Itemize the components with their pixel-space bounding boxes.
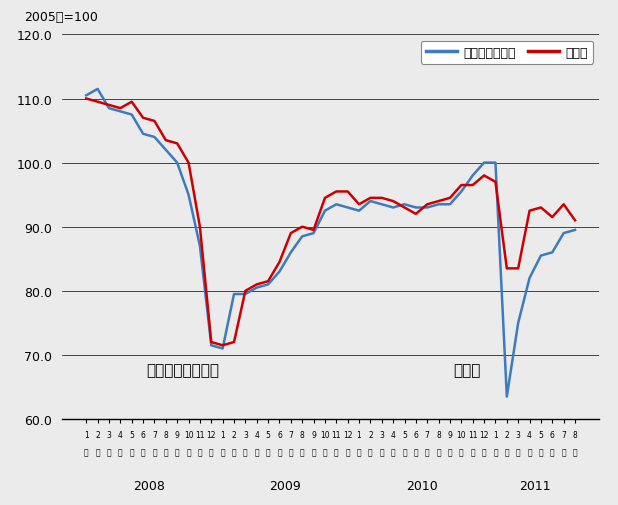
Text: 10: 10	[457, 430, 466, 439]
Text: 月: 月	[198, 448, 202, 457]
Text: 月: 月	[504, 448, 509, 457]
Text: 6: 6	[277, 430, 282, 439]
Text: 8: 8	[436, 430, 441, 439]
Text: 月: 月	[493, 448, 497, 457]
Text: 月: 月	[118, 448, 122, 457]
Text: 2: 2	[504, 430, 509, 439]
Text: 9: 9	[447, 430, 452, 439]
Text: 月: 月	[243, 448, 248, 457]
Text: 2: 2	[232, 430, 237, 439]
Text: 月: 月	[186, 448, 191, 457]
Text: 12: 12	[480, 430, 489, 439]
Text: 4: 4	[254, 430, 259, 439]
Text: 月: 月	[255, 448, 259, 457]
Text: 5: 5	[266, 430, 271, 439]
Text: 月: 月	[221, 448, 225, 457]
Text: 8: 8	[573, 430, 577, 439]
Text: 月: 月	[209, 448, 214, 457]
Text: 2: 2	[368, 430, 373, 439]
Text: 月: 月	[129, 448, 134, 457]
Text: 月: 月	[379, 448, 384, 457]
Text: 5: 5	[402, 430, 407, 439]
Text: 月: 月	[345, 448, 350, 457]
Text: 2005年=100: 2005年=100	[24, 11, 98, 24]
Text: 5: 5	[538, 430, 543, 439]
Text: 月: 月	[550, 448, 554, 457]
Text: 月: 月	[152, 448, 157, 457]
Text: 7: 7	[561, 430, 566, 439]
Text: 4: 4	[118, 430, 123, 439]
Text: 12: 12	[206, 430, 216, 439]
Text: 月: 月	[311, 448, 316, 457]
Text: 月: 月	[539, 448, 543, 457]
Text: 月: 月	[175, 448, 179, 457]
Text: 月: 月	[391, 448, 396, 457]
Text: 2008: 2008	[133, 479, 164, 491]
Text: 月: 月	[368, 448, 373, 457]
Text: 月: 月	[232, 448, 236, 457]
Text: 月: 月	[573, 448, 577, 457]
Text: 月: 月	[289, 448, 293, 457]
Text: 月: 月	[516, 448, 520, 457]
Text: 9: 9	[311, 430, 316, 439]
Text: 大震災: 大震災	[454, 363, 481, 378]
Text: 月: 月	[459, 448, 464, 457]
Text: 4: 4	[391, 430, 396, 439]
Text: 月: 月	[402, 448, 407, 457]
Text: 月: 月	[84, 448, 88, 457]
Text: 月: 月	[266, 448, 271, 457]
Text: 3: 3	[106, 430, 111, 439]
Text: 月: 月	[470, 448, 475, 457]
Text: 月: 月	[357, 448, 362, 457]
Text: リーマンショック: リーマンショック	[146, 363, 219, 378]
Text: 7: 7	[152, 430, 157, 439]
Text: 2011: 2011	[519, 479, 551, 491]
Text: 3: 3	[243, 430, 248, 439]
Text: 6: 6	[413, 430, 418, 439]
Text: 9: 9	[175, 430, 180, 439]
Text: 11: 11	[195, 430, 205, 439]
Text: 月: 月	[436, 448, 441, 457]
Text: 月: 月	[300, 448, 305, 457]
Text: 5: 5	[129, 430, 134, 439]
Text: 6: 6	[550, 430, 555, 439]
Text: 月: 月	[527, 448, 532, 457]
Text: 1: 1	[357, 430, 362, 439]
Text: 1: 1	[493, 430, 498, 439]
Text: 8: 8	[163, 430, 168, 439]
Text: 月: 月	[425, 448, 430, 457]
Text: 月: 月	[164, 448, 168, 457]
Text: 月: 月	[482, 448, 486, 457]
Legend: 鉱工業（東北）, 鉱工業: 鉱工業（東北）, 鉱工業	[421, 41, 593, 65]
Text: 月: 月	[413, 448, 418, 457]
Text: 2010: 2010	[405, 479, 438, 491]
Text: 10: 10	[184, 430, 193, 439]
Text: 3: 3	[516, 430, 520, 439]
Text: 7: 7	[289, 430, 294, 439]
Text: 3: 3	[379, 430, 384, 439]
Text: 4: 4	[527, 430, 532, 439]
Text: 1: 1	[220, 430, 225, 439]
Text: 月: 月	[561, 448, 566, 457]
Text: 月: 月	[95, 448, 100, 457]
Text: 月: 月	[334, 448, 339, 457]
Text: 月: 月	[107, 448, 111, 457]
Text: 2: 2	[95, 430, 100, 439]
Text: 12: 12	[343, 430, 352, 439]
Text: 月: 月	[323, 448, 328, 457]
Text: 1: 1	[84, 430, 88, 439]
Text: 月: 月	[141, 448, 145, 457]
Text: 2009: 2009	[269, 479, 301, 491]
Text: 11: 11	[468, 430, 478, 439]
Text: 11: 11	[332, 430, 341, 439]
Text: 6: 6	[141, 430, 145, 439]
Text: 10: 10	[320, 430, 330, 439]
Text: 月: 月	[447, 448, 452, 457]
Text: 8: 8	[300, 430, 305, 439]
Text: 月: 月	[277, 448, 282, 457]
Text: 7: 7	[425, 430, 430, 439]
